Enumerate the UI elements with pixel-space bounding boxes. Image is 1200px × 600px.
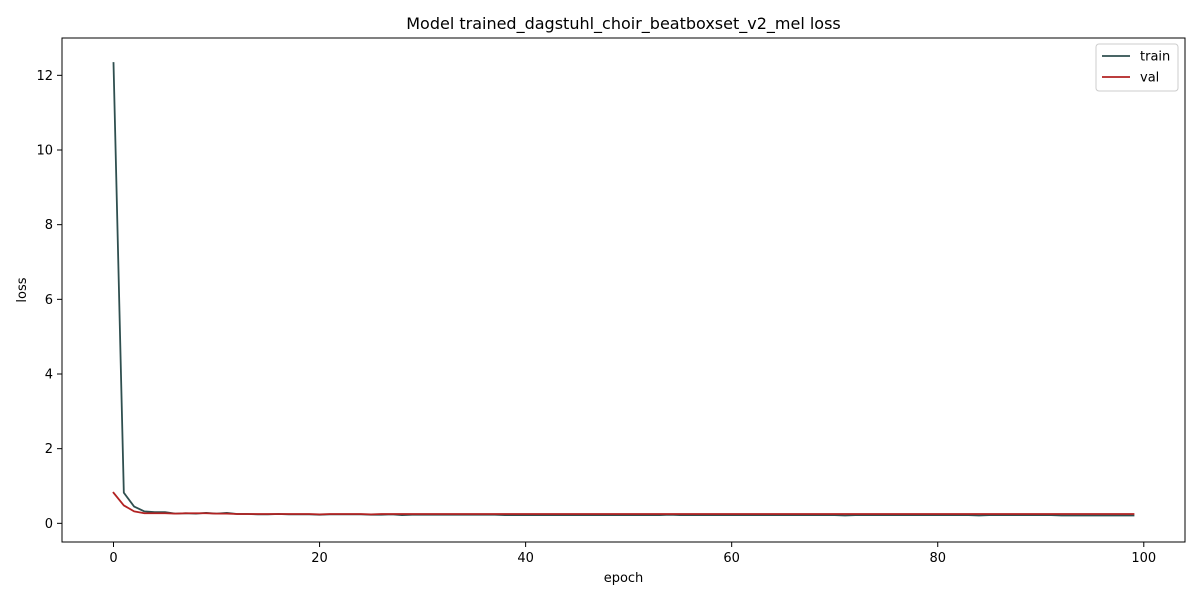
x-tick-label: 20 [311,551,328,566]
x-tick-label: 0 [109,551,117,566]
y-tick-label: 2 [45,442,53,457]
y-tick-label: 4 [45,368,53,383]
y-tick-label: 0 [45,517,53,532]
y-tick-label: 6 [45,293,53,308]
y-axis-label: loss [15,277,30,302]
legend-label-train: train [1140,50,1170,65]
series-line-val [112,491,1135,516]
chart-title: Model trained_dagstuhl_choir_beatboxset_… [406,14,841,34]
legend-label-val: val [1140,71,1159,86]
x-axis-label: epoch [604,571,644,586]
y-tick-label: 8 [45,218,53,233]
y-axis: 0 2 4 6 8 10 12 [36,69,62,532]
x-tick-label: 100 [1131,551,1156,566]
series-layer [112,62,1135,517]
y-tick-label: 12 [36,69,53,84]
y-tick-label: 10 [36,144,53,159]
x-tick-label: 60 [723,551,740,566]
plot-area-frame [61,37,1186,543]
x-axis: 0 20 40 60 80 100 [109,542,1156,566]
legend: train val [1095,43,1179,92]
x-tick-label: 80 [929,551,946,566]
x-tick-label: 40 [517,551,534,566]
